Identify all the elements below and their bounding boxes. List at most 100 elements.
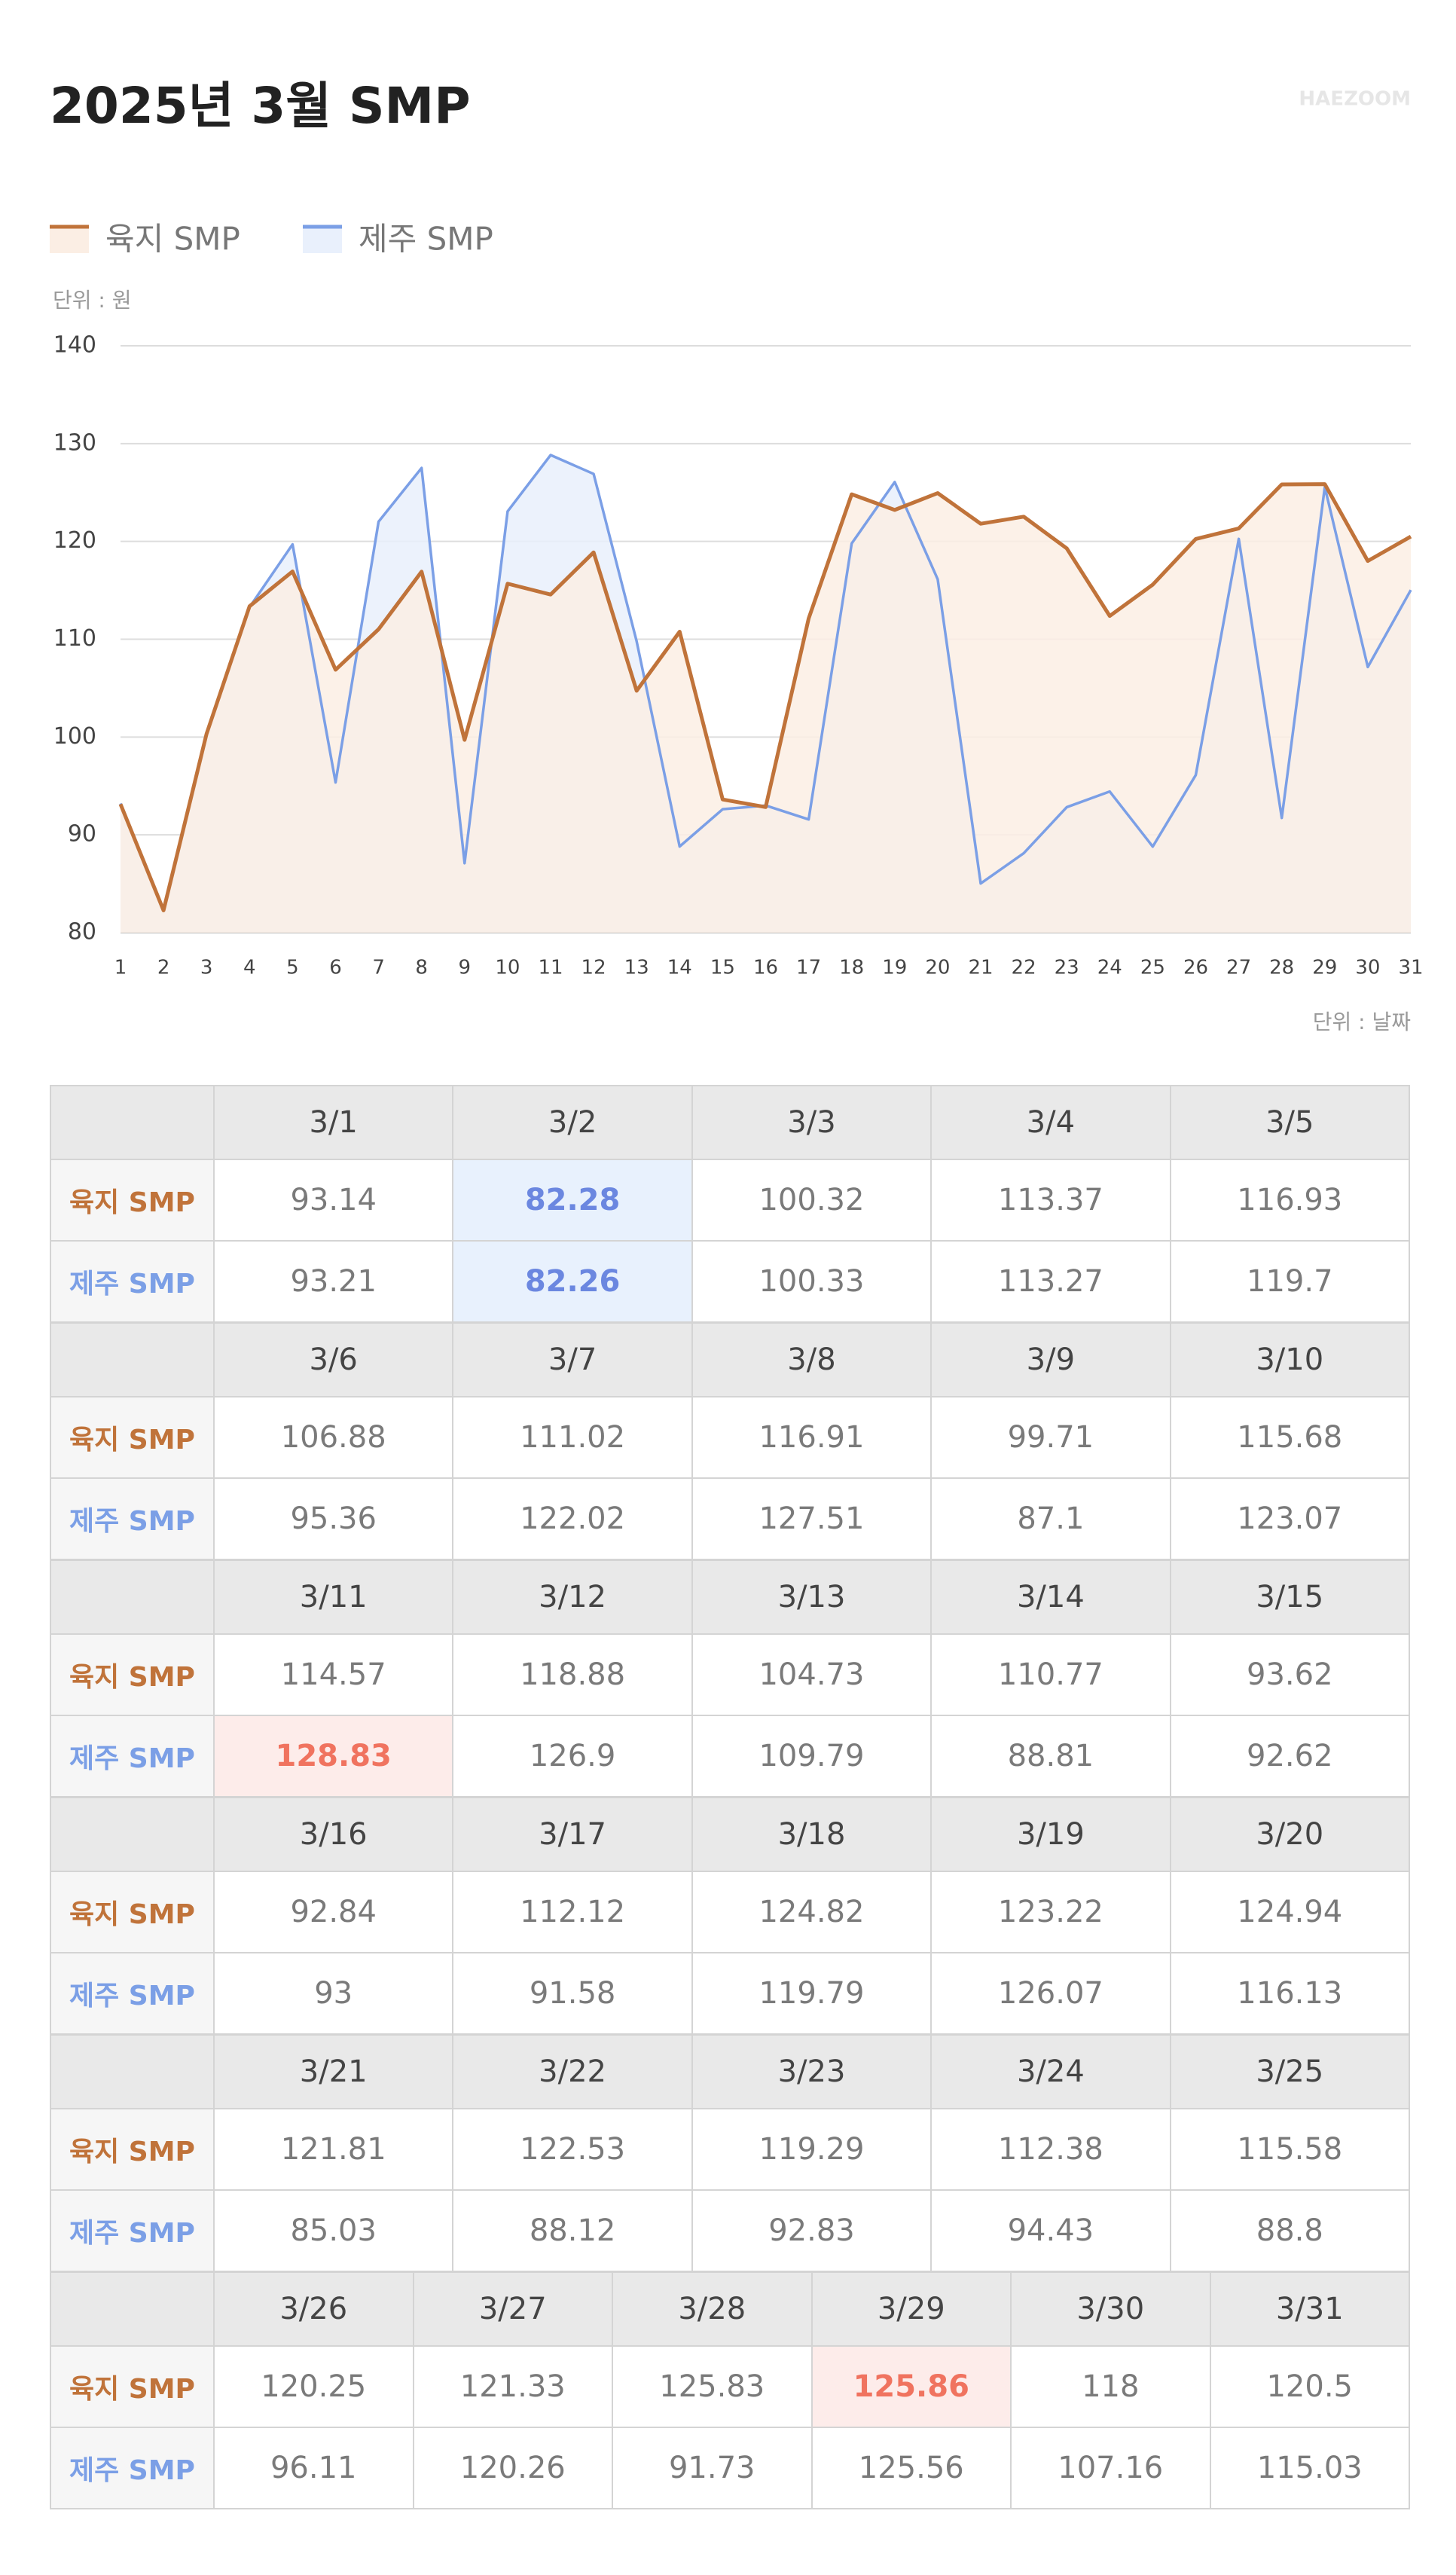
value-cell: 115.68	[1169, 1396, 1411, 1479]
x-tick-label: 8	[415, 957, 428, 979]
y-tick-label: 110	[53, 625, 96, 652]
value-cell: 96.11	[213, 2427, 414, 2509]
value-cell: 119.7	[1169, 1240, 1411, 1323]
data-row: 육지 SMP 114.57 118.88 104.73 110.77 93.62	[50, 1633, 1411, 1716]
brand: HAEZOOM	[1299, 88, 1411, 111]
date-cell: 3/30	[1010, 2271, 1211, 2347]
area	[121, 484, 1411, 933]
value-cell: 126.9	[452, 1715, 693, 1798]
value-cell: 127.51	[691, 1477, 933, 1560]
header-row: 3/16 3/17 3/18 3/19 3/20	[50, 1797, 1411, 1872]
value-cell: 99.71	[930, 1396, 1171, 1479]
value-cell: 126.07	[930, 1952, 1171, 2035]
corner-cell	[50, 1322, 215, 1397]
value-cell: 91.58	[452, 1952, 693, 2035]
data-row: 육지 SMP 93.14 82.28 100.32 113.37 116.93	[50, 1159, 1411, 1242]
date-cell: 3/27	[412, 2271, 613, 2347]
value-cell: 93.21	[212, 1240, 454, 1323]
date-cell: 3/31	[1209, 2271, 1410, 2347]
x-tick-label: 24	[1097, 957, 1122, 979]
date-cell: 3/13	[691, 1559, 933, 1635]
date-cell: 3/28	[612, 2271, 813, 2347]
y-tick-label: 80	[68, 919, 96, 945]
value-cell: 110.77	[930, 1633, 1171, 1716]
date-cell: 3/5	[1169, 1085, 1411, 1160]
value-cell: 95.36	[212, 1477, 454, 1560]
value-cell: 125.86	[810, 2345, 1012, 2428]
corner-cell	[50, 1085, 215, 1160]
chart: 2025년 3월 SMP HAEZOOM 단위 : 원 단위 : 날짜 육지 S…	[50, 77, 1424, 1034]
x-tick-label: 23	[1055, 957, 1079, 979]
date-cell: 3/2	[452, 1085, 693, 1160]
x-tick-label: 3	[200, 957, 213, 979]
value-cell: 114.57	[212, 1633, 454, 1716]
x-tick-label: 22	[1012, 957, 1036, 979]
data-row: 육지 SMP 121.81 122.53 119.29 112.38 115.58	[50, 2108, 1411, 2191]
x-tick-label: 12	[581, 957, 606, 979]
value-cell: 93	[212, 1952, 454, 2035]
date-cell: 3/20	[1169, 1797, 1411, 1872]
corner-cell	[50, 1559, 215, 1635]
x-tick-label: 9	[459, 957, 472, 979]
data-row: 육지 SMP 106.88 111.02 116.91 99.71 115.68	[50, 1396, 1411, 1479]
data-row: 제주 SMP 93.21 82.26 100.33 113.27 119.7	[50, 1240, 1411, 1323]
row-label: 제주 SMP	[50, 1952, 215, 2035]
value-cell: 82.28	[452, 1159, 693, 1242]
x-tick-label: 1	[114, 957, 127, 979]
value-cell: 125.83	[612, 2345, 813, 2428]
x-tick-label: 6	[329, 957, 342, 979]
x-tick-label: 14	[667, 957, 692, 979]
corner-cell	[50, 2034, 215, 2109]
data-row: 제주 SMP 128.83 126.9 109.79 88.81 92.62	[50, 1715, 1411, 1798]
y-unit: 단위 : 원	[53, 288, 132, 313]
date-cell: 3/1	[212, 1085, 454, 1160]
value-cell: 85.03	[212, 2189, 454, 2272]
row-label: 제주 SMP	[50, 1240, 215, 1323]
x-tick-label: 21	[968, 957, 993, 979]
date-cell: 3/10	[1169, 1322, 1411, 1397]
x-tick-label: 26	[1183, 957, 1208, 979]
x-tick-label: 31	[1398, 957, 1423, 979]
date-cell: 3/15	[1169, 1559, 1411, 1635]
x-tick-label: 29	[1312, 957, 1337, 979]
table-block: 3/11 3/12 3/13 3/14 3/15 육지 SMP 114.57 118.88 10…	[50, 1559, 1411, 1798]
value-cell: 125.56	[810, 2427, 1012, 2509]
date-cell: 3/16	[212, 1797, 454, 1872]
value-cell: 116.13	[1169, 1952, 1411, 2035]
row-label: 육지 SMP	[50, 1159, 215, 1242]
data-row: 제주 SMP 95.36 122.02 127.51 87.1 123.07	[50, 1477, 1411, 1560]
x-tick-label: 19	[882, 957, 907, 979]
data-row: 육지 SMP 120.25 121.33 125.83 125.86 118 120.5	[50, 2345, 1410, 2428]
value-cell: 113.37	[930, 1159, 1171, 1242]
x-tick-label: 13	[624, 957, 649, 979]
date-cell: 3/4	[930, 1085, 1171, 1160]
chart-title: 2025년 3월 SMP	[50, 77, 471, 135]
header-row: 3/1 3/2 3/3 3/4 3/5	[50, 1085, 1411, 1160]
value-cell: 92.83	[691, 2189, 933, 2272]
value-cell: 121.81	[212, 2108, 454, 2191]
x-tick-label: 15	[710, 957, 735, 979]
date-cell: 3/29	[810, 2271, 1012, 2347]
x-tick-label: 18	[839, 957, 864, 979]
row-label: 육지 SMP	[50, 2108, 215, 2191]
corner-cell	[50, 2271, 215, 2347]
data-row: 제주 SMP 96.11 120.26 91.73 125.56 107.16 115.03	[50, 2427, 1410, 2509]
date-cell: 3/18	[691, 1797, 933, 1872]
value-cell: 121.33	[412, 2345, 613, 2428]
x-tick-label: 7	[372, 957, 385, 979]
value-cell: 93.14	[212, 1159, 454, 1242]
value-cell: 116.91	[691, 1396, 933, 1479]
value-cell: 115.03	[1209, 2427, 1410, 2509]
value-cell: 106.88	[212, 1396, 454, 1479]
data-row: 육지 SMP 92.84 112.12 124.82 123.22 124.94	[50, 1871, 1411, 1953]
row-label: 제주 SMP	[50, 2427, 215, 2509]
data-table: 3/1 3/2 3/3 3/4 3/5 육지 SMP 93.14 82.28 100.32 113…	[50, 1085, 1411, 2509]
x-tick-label: 30	[1355, 957, 1380, 979]
date-cell: 3/19	[930, 1797, 1171, 1872]
value-cell: 120.26	[412, 2427, 613, 2509]
value-cell: 82.26	[452, 1240, 693, 1323]
x-tick-label: 16	[753, 957, 778, 979]
date-cell: 3/25	[1169, 2034, 1411, 2109]
value-cell: 128.83	[212, 1715, 454, 1798]
x-tick-label: 2	[157, 957, 170, 979]
